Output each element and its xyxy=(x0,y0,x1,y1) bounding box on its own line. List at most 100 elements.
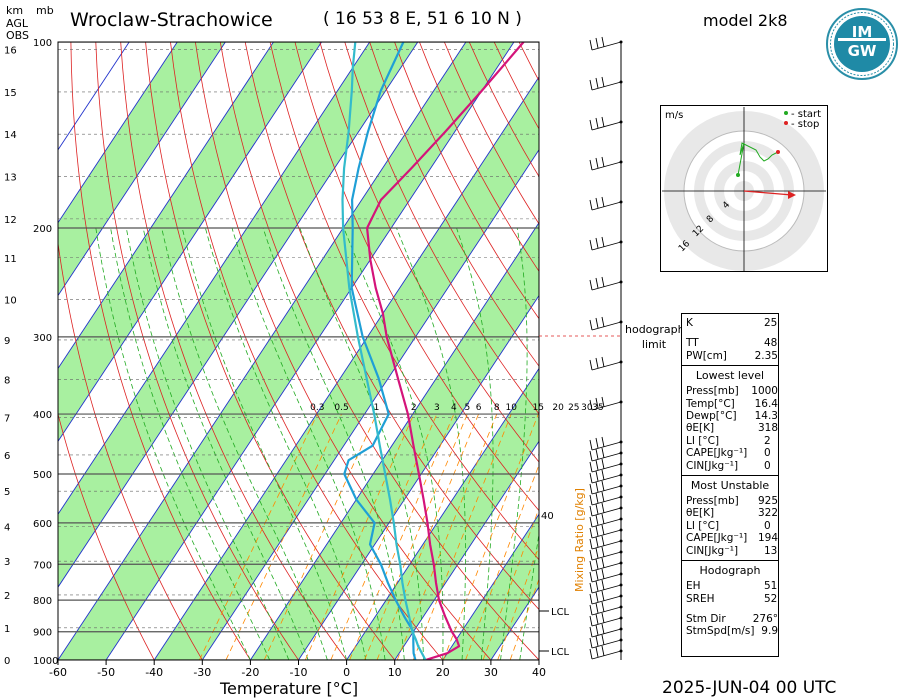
isotherm-line xyxy=(201,149,539,660)
isotherm-line xyxy=(58,42,371,516)
x-tick-label: -20 xyxy=(241,666,259,679)
index-name: Press[mb] xyxy=(686,495,739,508)
most-unstable-title: Most Unstable xyxy=(690,479,770,493)
wind-barb xyxy=(589,469,623,484)
index-row: Dewp[°C] 14.3 xyxy=(686,410,778,422)
height-tick-label: 8 xyxy=(4,375,10,386)
index-value: 9.9 xyxy=(761,625,778,638)
hodograph-stop-marker xyxy=(784,121,788,125)
wind-barb xyxy=(589,436,623,451)
pressure-tick-label: 700 xyxy=(33,560,52,571)
height-tick-label: 13 xyxy=(4,173,17,184)
mixing-ratio-line xyxy=(412,413,512,660)
dry-adiabat xyxy=(58,240,203,660)
isotherm-line xyxy=(58,42,226,297)
index-value: 25 xyxy=(764,317,778,329)
dry-adiabat xyxy=(145,42,396,660)
isotherm-line xyxy=(58,42,178,224)
index-name: SREH xyxy=(686,592,715,605)
mixing-ratio-label: 4 xyxy=(451,403,457,413)
height-tick-label: 5 xyxy=(4,487,10,498)
wind-barb xyxy=(589,236,623,251)
index-name: PW[cm] xyxy=(686,349,727,362)
mixing-ratio-label: 2 xyxy=(411,403,417,413)
index-row: CAPE[Jkg⁻¹] 194 xyxy=(686,532,778,544)
wind-barb xyxy=(589,196,623,211)
mixing-ratio-label: 25 xyxy=(568,403,579,413)
height-tick-label: 12 xyxy=(4,215,17,226)
x-tick-label: 40 xyxy=(532,666,546,679)
hodograph-unit: m/s xyxy=(665,110,683,121)
wind-barb xyxy=(589,356,623,371)
height-tick-label: 4 xyxy=(4,523,10,534)
height-tick-label: 1 xyxy=(4,624,10,635)
wind-barb xyxy=(589,447,623,462)
x-tick-label: 10 xyxy=(388,666,402,679)
index-name: θE[K] xyxy=(686,422,715,435)
hodograph-ring-label: 4 xyxy=(721,200,732,211)
index-row: Temp[°C] 16.4 xyxy=(686,398,778,410)
index-value: 276° xyxy=(752,612,778,625)
index-name: CAPE[Jkg⁻¹] xyxy=(686,447,748,460)
imgw-logo-icon: IM GW xyxy=(826,8,898,80)
index-row: SREH 52 xyxy=(686,593,778,605)
isotherm-line xyxy=(442,513,539,660)
mixing-ratio-label: 30 xyxy=(581,403,593,413)
index-value: 0 xyxy=(764,459,771,472)
lcl-label-parcel: LCL xyxy=(551,607,570,618)
storm-motion-arrowhead xyxy=(788,191,796,199)
index-name: CAPE[Jkg⁻¹] xyxy=(686,532,748,545)
isotherm-line xyxy=(105,42,515,660)
mixing-ratio-line xyxy=(199,413,318,660)
mixing-ratio-label: 10 xyxy=(506,403,518,413)
index-value: 0 xyxy=(764,519,771,532)
wind-barb xyxy=(589,546,623,561)
index-name: LI [°C] xyxy=(686,519,720,532)
station-title: Wroclaw-Strachowice xyxy=(70,9,273,31)
x-tick-label: 0 xyxy=(343,666,350,679)
x-tick-label: -50 xyxy=(97,666,115,679)
height-tick-label: 6 xyxy=(4,451,10,462)
isotherm-line xyxy=(58,42,419,588)
pressure-tick-label: 200 xyxy=(33,224,52,235)
hodograph-limit-text: hodograph limit xyxy=(625,323,685,351)
index-value: 16.4 xyxy=(754,397,778,410)
index-row: CIN[Jkg⁻¹] 0 xyxy=(686,460,778,472)
hodograph-indices-title: Hodograph xyxy=(699,564,761,578)
mixing-ratio-label: 0.3 xyxy=(310,403,324,413)
index-name: TT xyxy=(686,337,699,350)
wind-barb xyxy=(589,458,623,473)
mixing-ratio-line xyxy=(509,578,539,660)
mixing-ratio-label: 5 xyxy=(464,403,470,413)
index-name: K xyxy=(686,317,693,329)
wind-barb xyxy=(589,396,623,411)
dry-adiabat xyxy=(344,42,539,415)
index-row: CAPE[Jkg⁻¹] 0 xyxy=(686,447,778,459)
logo-text-bottom: GW xyxy=(848,42,877,60)
model-label: model 2k8 xyxy=(703,11,788,30)
index-value: 322 xyxy=(757,507,778,520)
parcel-profile xyxy=(341,42,427,660)
index-row: LI [°C] 0 xyxy=(686,520,778,532)
mixing-ratio-line xyxy=(497,544,539,660)
wind-barb xyxy=(589,623,623,638)
storm-motion-vector xyxy=(743,190,793,196)
moist-adiabat xyxy=(538,657,539,660)
x-tick-label: -30 xyxy=(193,666,211,679)
isotherm-line xyxy=(250,221,539,660)
dry-adiabat xyxy=(269,42,539,561)
mb-unit-label: mb xyxy=(36,4,54,17)
wind-barb xyxy=(589,568,623,583)
height-tick-label: 2 xyxy=(4,591,10,602)
station-coords: ( 16 53 8 E, 51 6 10 N ) xyxy=(323,9,522,29)
hodograph-start-point xyxy=(736,173,740,177)
index-name: Temp[°C] xyxy=(686,397,735,410)
wind-barb xyxy=(589,36,623,51)
wind-barb xyxy=(589,601,623,616)
height-tick-label: 0 xyxy=(4,656,10,667)
index-name: StmSpd[m/s] xyxy=(686,625,755,638)
pressure-tick-label: 100 xyxy=(33,38,52,49)
wind-barb xyxy=(589,491,623,506)
isotherm-line xyxy=(394,440,539,660)
wind-barb xyxy=(589,590,623,605)
